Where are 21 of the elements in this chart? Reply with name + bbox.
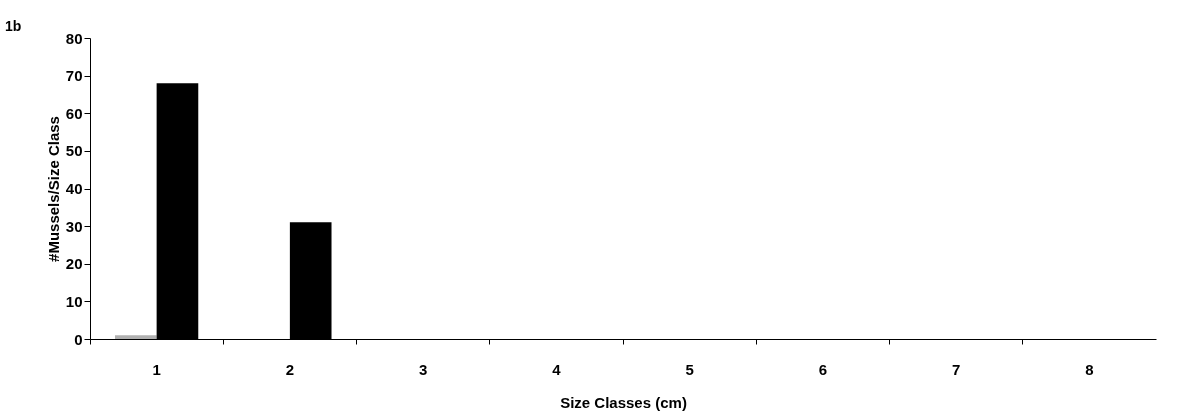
y-tick-label: 80 — [65, 29, 83, 47]
x-axis-title: Size Classes (cm) — [560, 393, 687, 411]
y-tick-label: 20 — [65, 255, 83, 273]
x-tick-label: 8 — [1085, 360, 1094, 378]
text: 1b — [5, 18, 22, 34]
x-tick-label: 1 — [152, 360, 161, 378]
y-tick-label: 50 — [65, 142, 83, 160]
x-tick-label: 6 — [818, 360, 828, 378]
y-tick-label: 0 — [74, 330, 83, 348]
y-axis-title: #Mussels/Size Class — [44, 116, 62, 262]
y-tick-label: 10 — [65, 292, 83, 310]
x-tick-label: 5 — [685, 360, 694, 378]
y-tick-label: 70 — [65, 67, 83, 85]
x-tick-label: 4 — [552, 360, 562, 378]
x-tick-label: 3 — [418, 360, 428, 378]
y-tick-label: 60 — [65, 104, 83, 122]
y-tick-label: 30 — [65, 217, 83, 235]
x-tick-label: 2 — [285, 360, 295, 378]
x-tick-label: 7 — [951, 360, 961, 378]
bar — [114, 335, 157, 339]
y-tick-label: 40 — [65, 180, 83, 197]
